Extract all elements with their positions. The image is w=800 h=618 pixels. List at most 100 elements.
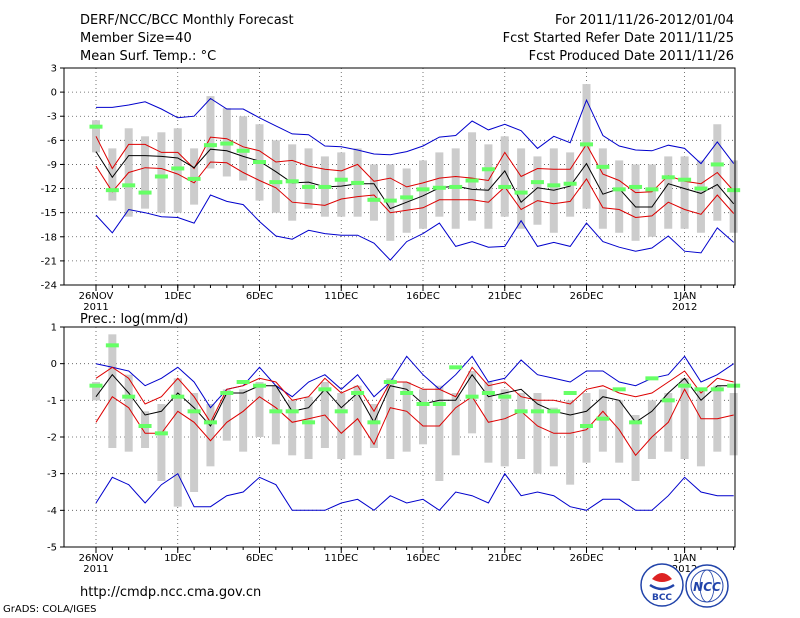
temp-bar-18	[386, 164, 395, 241]
temp-bar-7	[206, 96, 215, 169]
temp-ytick-label-6: -15	[41, 208, 57, 219]
temp-lower-line	[95, 161, 735, 219]
prec-spread-bars	[92, 334, 738, 507]
prec-bar-3	[141, 411, 150, 448]
prec-bar-29	[566, 400, 575, 485]
prec-bar-9	[239, 389, 248, 452]
temp-marker-18	[383, 198, 397, 203]
temp-bar-20	[419, 160, 427, 229]
prec-mean-line	[95, 373, 734, 427]
prec-bar-12	[288, 400, 297, 456]
prec-xtick-label-3: 11DEC	[324, 553, 358, 564]
prec-bar-0	[92, 382, 100, 401]
prec-bar-20	[419, 389, 427, 445]
prec-marker-24	[481, 391, 495, 395]
temp-bar-13	[304, 148, 313, 209]
temp-xtick-label-5: 21DEC	[488, 291, 522, 302]
prec-bar-27	[533, 393, 542, 474]
ncc-logo: NCC	[685, 564, 729, 608]
temp-marker-35	[661, 175, 675, 180]
prec-obs-markers	[89, 343, 741, 436]
temp-marker-32	[612, 187, 626, 192]
temp-marker-4	[154, 174, 168, 179]
temp-ytick-label-1: 0	[51, 88, 57, 99]
temp-marker-13	[302, 184, 316, 189]
prec-bar-26	[517, 393, 526, 459]
prec-marker-2	[122, 394, 136, 399]
prec-marker-13	[302, 420, 316, 425]
temp-bar-11	[271, 140, 280, 213]
prec-y-axis: 1 0 -1 -2 -3 -4 -5	[47, 323, 64, 554]
temp-marker-26	[514, 190, 528, 195]
temp-bar-17	[369, 164, 378, 221]
prec-xtick-label-5: 21DEC	[488, 553, 522, 564]
prec-bar-36	[680, 378, 689, 459]
temp-marker-1	[105, 188, 119, 193]
grads-credit: GrADS: COLA/IGES	[3, 604, 97, 615]
temp-marker-3	[138, 190, 152, 195]
prec-ytick-label-0: 1	[51, 323, 57, 334]
prec-max-line	[95, 355, 734, 409]
bcc-emblem-icon	[652, 573, 672, 582]
prec-marker-20	[416, 402, 430, 406]
prec-marker-36	[678, 383, 692, 388]
temp-marker-10	[253, 160, 266, 165]
prec-ytick-label-5: -4	[47, 506, 57, 517]
temp-marker-7	[203, 143, 217, 148]
prec-marker-4	[154, 431, 168, 436]
prec-marker-5	[171, 394, 185, 399]
prec-bar-25	[500, 389, 509, 467]
prec-bar-5	[173, 378, 182, 507]
temp-marker-17	[367, 197, 381, 202]
temp-bar-26	[517, 148, 526, 229]
prec-marker-31	[596, 416, 610, 421]
prec-ytick-label-2: -1	[47, 396, 57, 407]
prec-bar-6	[190, 393, 199, 492]
temp-marker-0	[89, 124, 103, 129]
prec-bar-21	[435, 385, 444, 481]
prec-xtick-label-2: 6DEC	[246, 553, 273, 564]
temp-bar-39	[729, 160, 738, 233]
temp-mean-line	[95, 148, 735, 210]
temp-xtick-label-2: 6DEC	[246, 291, 273, 302]
prec-marker-17	[367, 420, 381, 425]
temp-bar-15	[337, 152, 346, 217]
prec-marker-14	[318, 387, 332, 392]
forecast-period-label: For 2011/11/26-2012/01/04	[555, 13, 734, 28]
prec-marker-32	[612, 387, 626, 392]
temp-bar-36	[680, 156, 689, 229]
temp-ytick-label-9: -24	[41, 281, 57, 292]
temp-xtick-label-0: 26NOV	[79, 291, 114, 302]
prec-ytick-label-4: -3	[47, 469, 57, 480]
temp-ytick-label-4: -9	[47, 160, 57, 171]
prec-marker-30	[580, 424, 593, 428]
temp-bar-37	[696, 160, 705, 233]
temp-bar-30	[582, 84, 591, 209]
temp-marker-2	[122, 183, 136, 188]
prec-bar-33	[631, 415, 640, 481]
temp-ytick-label-5: -12	[41, 184, 57, 195]
temp-xtick-sublabel-0: 2011	[83, 302, 108, 313]
prec-bar-2	[124, 374, 133, 452]
prec-marker-10	[253, 383, 266, 388]
prec-upper-line	[95, 366, 734, 424]
temp-xtick-label-1: 1DEC	[164, 291, 191, 302]
temp-marker-30	[580, 142, 593, 147]
prec-marker-26	[514, 409, 528, 414]
prec-bar-4	[157, 404, 166, 481]
temp-marker-24	[481, 167, 495, 172]
temp-marker-12	[285, 179, 299, 184]
temp-bar-32	[615, 160, 624, 233]
prec-gridlines	[64, 327, 735, 547]
temp-marker-37	[694, 186, 708, 191]
temp-bar-25	[500, 136, 509, 217]
temp-marker-28	[547, 183, 561, 188]
ncc-logo-text: NCC	[693, 580, 721, 594]
prec-lower-line	[95, 388, 734, 457]
temp-marker-19	[400, 195, 414, 200]
footer-url[interactable]: http://cmdp.ncc.cma.gov.cn	[80, 585, 261, 600]
prec-marker-27	[530, 409, 544, 414]
